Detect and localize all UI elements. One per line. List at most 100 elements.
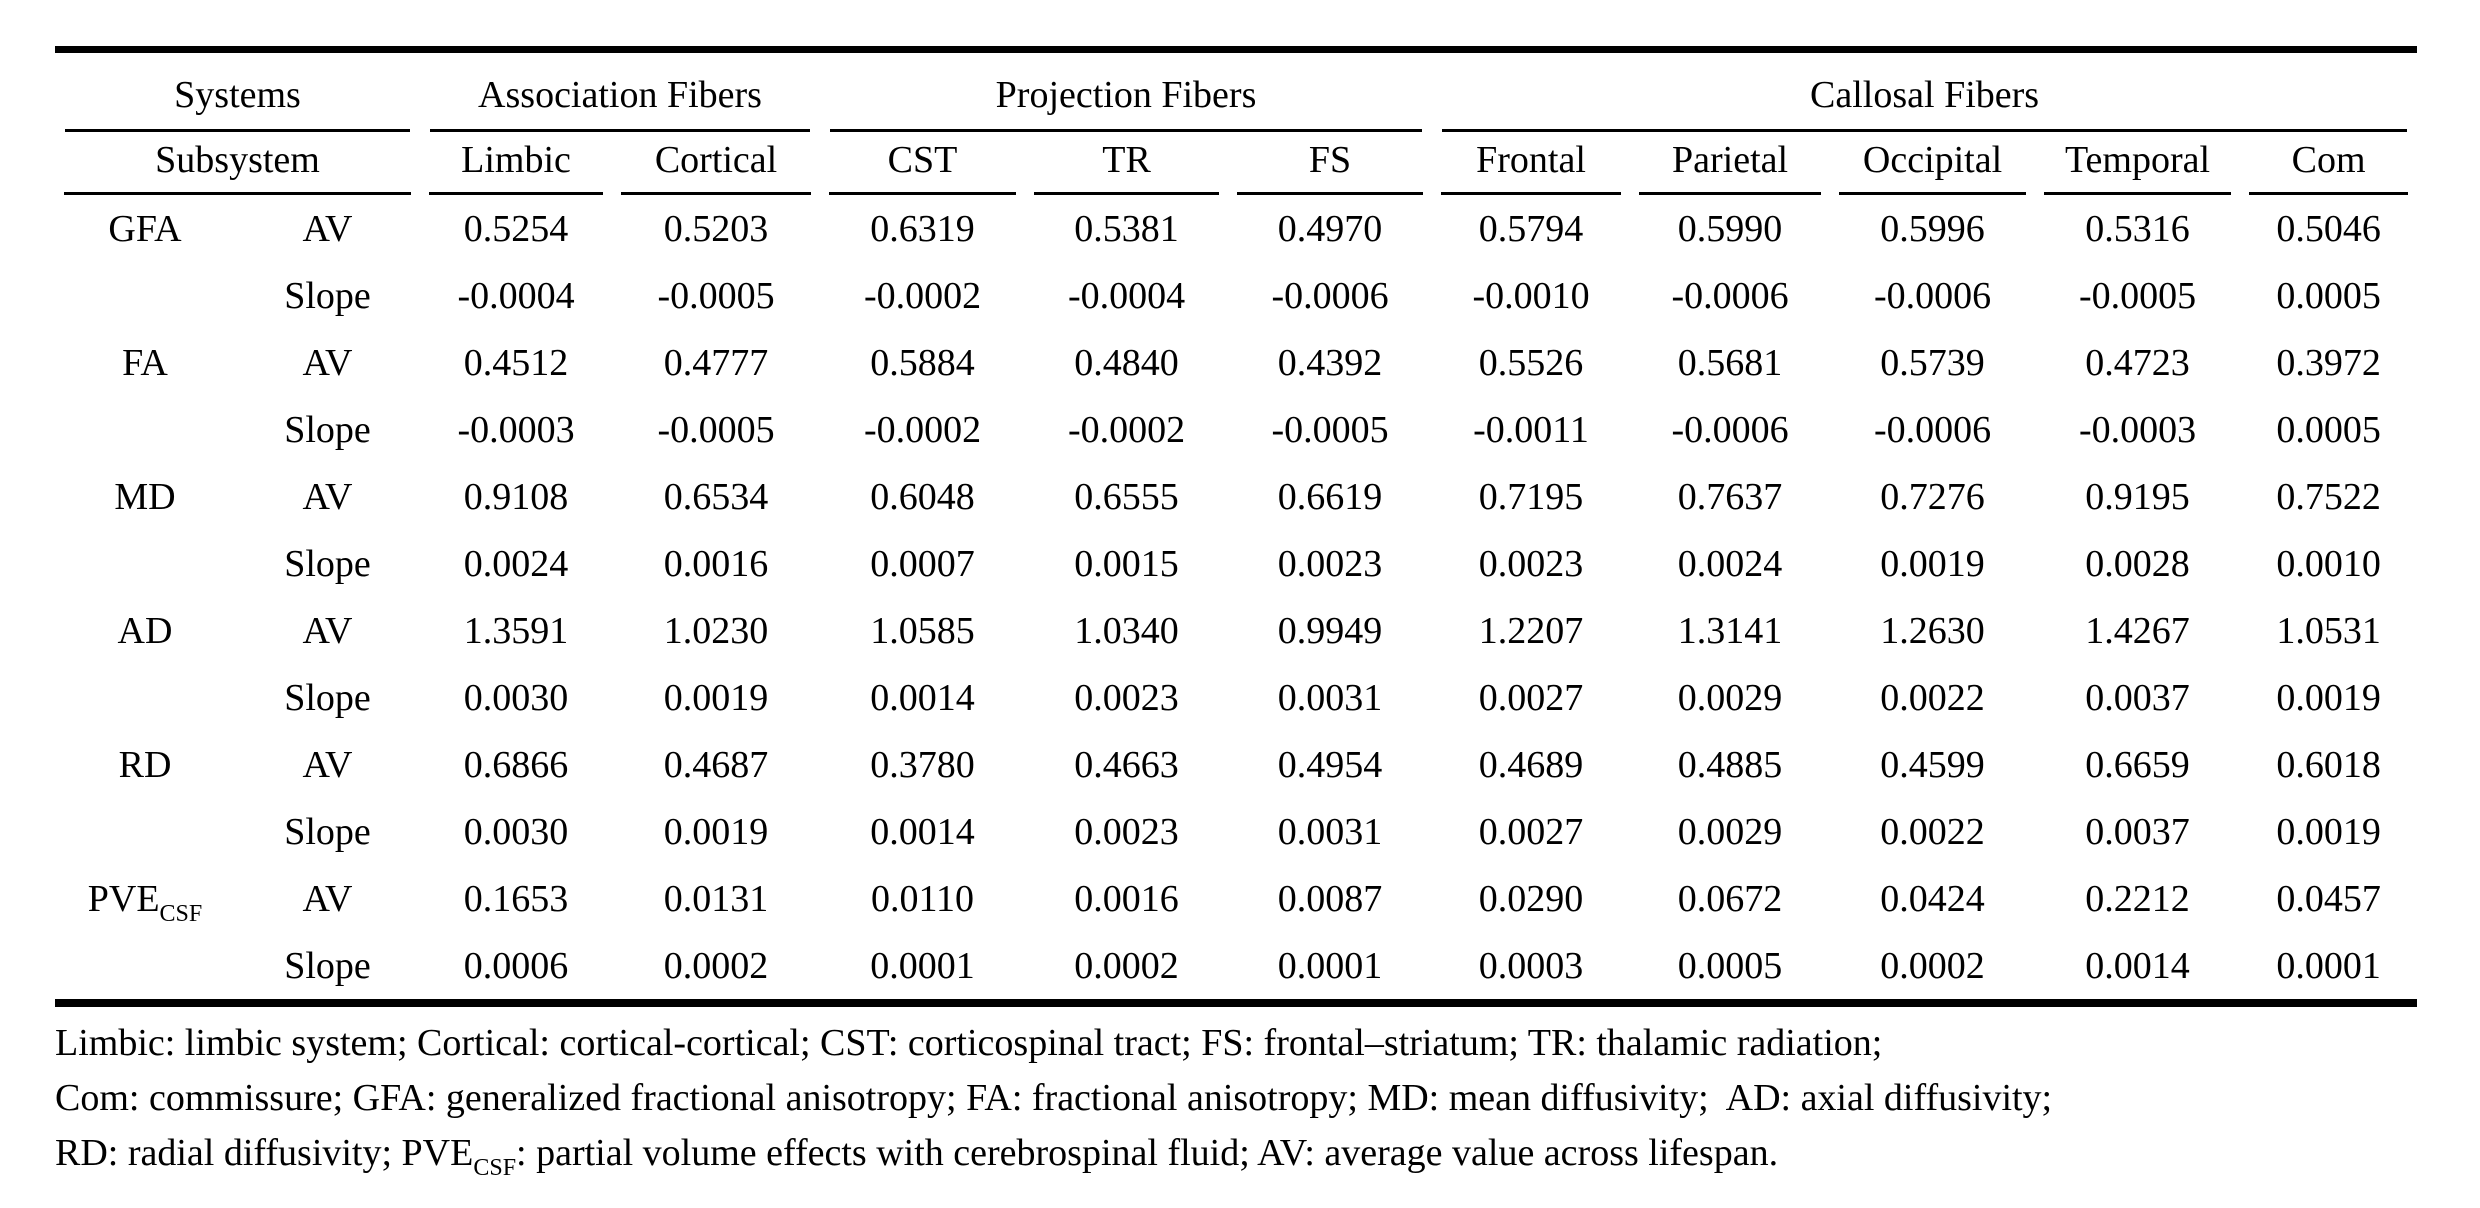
table-row: MD AV 0.9108 0.6534 0.6048 0.6555 0.6619… xyxy=(55,463,2417,530)
table-row: FA AV 0.4512 0.4777 0.5884 0.4840 0.4392… xyxy=(55,329,2417,396)
value-cell: 0.0457 xyxy=(2276,877,2381,920)
value-cell: -0.0006 xyxy=(1671,274,1789,317)
value-cell: 0.4970 xyxy=(1277,207,1383,250)
value-cell: 0.0019 xyxy=(2276,810,2381,853)
value-cell: 1.2630 xyxy=(1880,609,1985,652)
fiber-metrics-table: Systems Association Fibers Projection Fi… xyxy=(55,53,2417,999)
value-cell: 0.0005 xyxy=(2276,408,2381,451)
value-cell: 0.4723 xyxy=(2085,341,2190,384)
value-cell: 1.0340 xyxy=(1074,609,1179,652)
system-label xyxy=(55,262,235,329)
value-cell: 0.5794 xyxy=(1478,207,1584,250)
table-row: Slope 0.0024 0.0016 0.0007 0.0015 0.0023… xyxy=(55,530,2417,597)
value-cell: -0.0002 xyxy=(863,408,982,451)
system-label: FA xyxy=(122,341,168,384)
value-cell: -0.0006 xyxy=(1873,274,1992,317)
value-cell: 0.0002 xyxy=(663,944,769,987)
value-cell: 0.5203 xyxy=(663,207,769,250)
value-cell: 0.0019 xyxy=(2276,676,2381,719)
value-cell: 0.0037 xyxy=(2085,810,2190,853)
measure-label: Slope xyxy=(284,542,371,585)
table-row: GFA AV 0.5254 0.5203 0.6319 0.5381 0.497… xyxy=(55,195,2417,262)
col-header-tr: TR xyxy=(1034,132,1220,195)
value-cell: 0.0028 xyxy=(2085,542,2190,585)
value-cell: -0.0004 xyxy=(457,274,575,317)
measure-label: Slope xyxy=(284,944,371,987)
value-cell: 0.0027 xyxy=(1478,810,1584,853)
value-cell: 1.3591 xyxy=(463,609,569,652)
value-cell: 0.7195 xyxy=(1478,475,1584,518)
value-cell: 0.0014 xyxy=(2085,944,2190,987)
value-cell: 0.0001 xyxy=(1277,944,1383,987)
footnote-line-3: RD: radial diffusivity; PVECSF: partial … xyxy=(55,1132,1779,1181)
value-cell: 0.0030 xyxy=(463,810,569,853)
value-cell: 1.4267 xyxy=(2085,609,2190,652)
value-cell: 0.0019 xyxy=(663,810,769,853)
measure-label: AV xyxy=(302,877,353,920)
value-cell: 0.5739 xyxy=(1880,341,1985,384)
value-cell: 0.6018 xyxy=(2276,743,2381,786)
table-row: PVECSF AV 0.1653 0.0131 0.0110 0.0016 0.… xyxy=(55,865,2417,932)
value-cell: -0.0006 xyxy=(1873,408,1992,451)
system-label xyxy=(55,396,235,463)
value-cell: -0.0005 xyxy=(2078,274,2197,317)
value-cell: 0.4954 xyxy=(1277,743,1383,786)
value-cell: 0.0023 xyxy=(1074,810,1179,853)
value-cell: 0.6619 xyxy=(1277,475,1383,518)
system-label xyxy=(55,530,235,597)
value-cell: 0.0005 xyxy=(2276,274,2381,317)
table-row: AD AV 1.3591 1.0230 1.0585 1.0340 0.9949… xyxy=(55,597,2417,664)
measure-label: AV xyxy=(302,743,353,786)
value-cell: -0.0006 xyxy=(1671,408,1789,451)
value-cell: 0.4392 xyxy=(1277,341,1383,384)
table-footnotes: Limbic: limbic system; Cortical: cortica… xyxy=(55,1016,2445,1181)
value-cell: 0.6555 xyxy=(1074,475,1179,518)
value-cell: 0.0087 xyxy=(1277,877,1383,920)
value-cell: 0.0024 xyxy=(1677,542,1783,585)
table-row: RD AV 0.6866 0.4687 0.3780 0.4663 0.4954… xyxy=(55,731,2417,798)
value-cell: 0.0290 xyxy=(1478,877,1584,920)
value-cell: 0.6659 xyxy=(2085,743,2190,786)
column-header-row: Subsystem Limbic Cortical CST TR FS Fron… xyxy=(55,132,2417,195)
value-cell: 0.0029 xyxy=(1677,810,1783,853)
group-header-association-fibers: Association Fibers xyxy=(430,53,811,132)
value-cell: 0.0024 xyxy=(463,542,569,585)
col-header-occipital: Occipital xyxy=(1839,132,2027,195)
value-cell: 0.0003 xyxy=(1478,944,1584,987)
col-header-limbic: Limbic xyxy=(429,132,604,195)
measure-label: AV xyxy=(302,475,353,518)
value-cell: 0.0031 xyxy=(1277,676,1383,719)
value-cell: 0.4687 xyxy=(663,743,769,786)
value-cell: 0.0022 xyxy=(1880,810,1985,853)
value-cell: -0.0005 xyxy=(657,274,775,317)
group-header-projection-fibers: Projection Fibers xyxy=(830,53,1423,132)
value-cell: 0.5990 xyxy=(1677,207,1783,250)
system-label: GFA xyxy=(108,207,182,250)
value-cell: 0.9108 xyxy=(463,475,569,518)
value-cell: -0.0005 xyxy=(1271,408,1389,451)
group-header-row: Systems Association Fibers Projection Fi… xyxy=(55,53,2417,132)
value-cell: 0.0023 xyxy=(1074,676,1179,719)
table-row: Slope 0.0030 0.0019 0.0014 0.0023 0.0031… xyxy=(55,664,2417,731)
value-cell: 0.6866 xyxy=(463,743,569,786)
value-cell: -0.0003 xyxy=(457,408,575,451)
value-cell: 0.0002 xyxy=(1074,944,1179,987)
measure-label: Slope xyxy=(284,274,371,317)
value-cell: 0.6048 xyxy=(870,475,975,518)
value-cell: 0.0029 xyxy=(1677,676,1783,719)
value-cell: 0.0019 xyxy=(1880,542,1985,585)
value-cell: 1.0531 xyxy=(2276,609,2381,652)
value-cell: 0.0424 xyxy=(1880,877,1985,920)
value-cell: 0.0006 xyxy=(463,944,569,987)
value-cell: 0.4663 xyxy=(1074,743,1179,786)
measure-label: AV xyxy=(302,609,353,652)
value-cell: 0.0019 xyxy=(663,676,769,719)
value-cell: 0.9195 xyxy=(2085,475,2190,518)
value-cell: 0.4599 xyxy=(1880,743,1985,786)
value-cell: 0.4689 xyxy=(1478,743,1584,786)
value-cell: 0.7522 xyxy=(2276,475,2381,518)
system-label xyxy=(55,798,235,865)
col-header-fs: FS xyxy=(1237,132,1424,195)
value-cell: 0.0016 xyxy=(663,542,769,585)
value-cell: 0.5046 xyxy=(2276,207,2381,250)
